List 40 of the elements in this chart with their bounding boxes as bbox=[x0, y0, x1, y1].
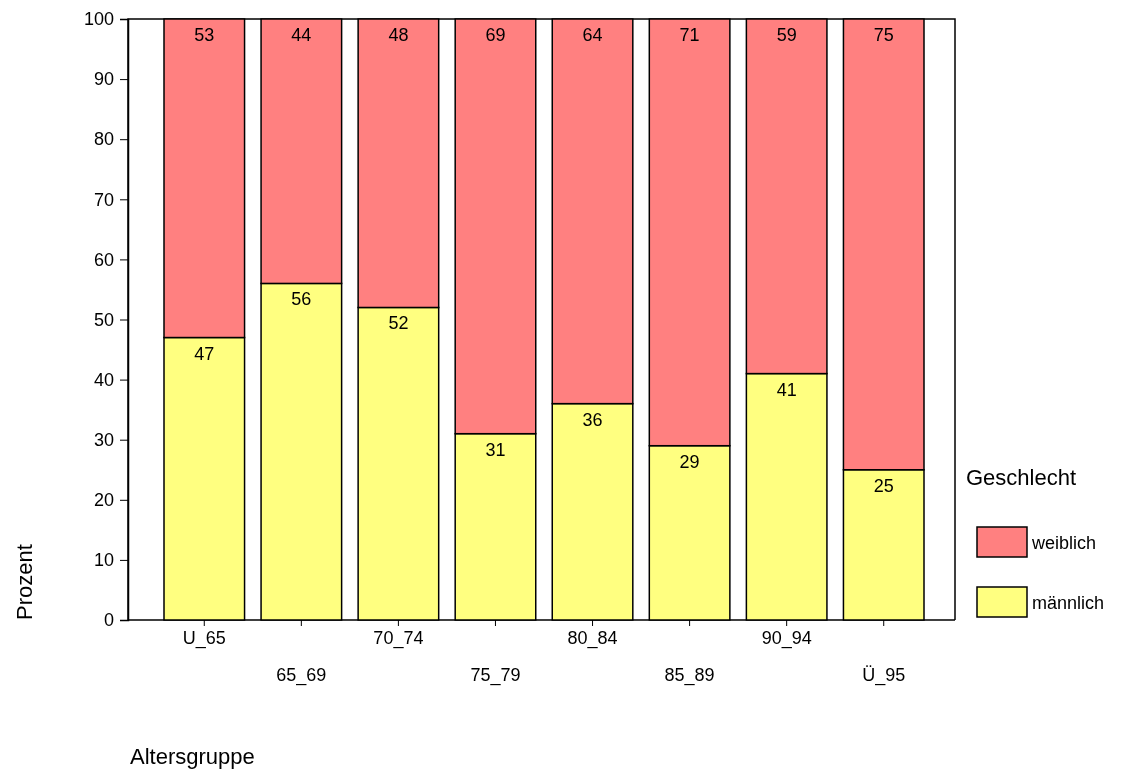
x-tick-label: Ü_95 bbox=[862, 665, 906, 687]
y-tick-label: 30 bbox=[93, 429, 114, 450]
data-label: 69 bbox=[485, 25, 506, 45]
y-tick-label: 50 bbox=[93, 309, 114, 330]
y-tick-label: 10 bbox=[93, 550, 114, 571]
legend-label: weiblich bbox=[1031, 533, 1097, 553]
data-label: 44 bbox=[291, 25, 312, 45]
x-tick-label: 75_79 bbox=[470, 665, 521, 687]
x-tick-label: 70_74 bbox=[373, 628, 424, 650]
y-tick-label: 90 bbox=[93, 69, 114, 90]
data-label: 53 bbox=[194, 25, 215, 45]
data-label: 75 bbox=[873, 25, 894, 45]
x-tick-label: 80_84 bbox=[567, 628, 618, 650]
x-tick-label: U_65 bbox=[182, 628, 226, 650]
data-label: 59 bbox=[776, 25, 797, 45]
data-label: 64 bbox=[582, 25, 603, 45]
x-tick-label: 65_69 bbox=[276, 665, 327, 687]
y-tick-label: 60 bbox=[93, 249, 114, 270]
x-axis-title: Altersgruppe bbox=[130, 744, 255, 769]
y-tick-label: 100 bbox=[83, 9, 114, 30]
data-label: 29 bbox=[679, 451, 700, 472]
legend-label: männlich bbox=[1032, 593, 1105, 613]
data-label: 41 bbox=[776, 379, 797, 400]
y-tick-label: 80 bbox=[93, 129, 114, 150]
data-label: 52 bbox=[388, 313, 409, 334]
x-tick-label: 85_89 bbox=[664, 665, 715, 687]
data-label: 25 bbox=[873, 475, 894, 496]
y-tick-label: 0 bbox=[103, 610, 114, 631]
y-tick-label: 20 bbox=[93, 490, 114, 511]
data-label: 36 bbox=[582, 409, 603, 430]
legend-title: Geschlecht bbox=[966, 465, 1077, 490]
data-label: 31 bbox=[485, 439, 506, 460]
y-tick-label: 70 bbox=[93, 189, 114, 210]
data-label: 48 bbox=[388, 25, 409, 45]
data-label: 56 bbox=[291, 289, 312, 310]
data-label: 47 bbox=[194, 343, 215, 364]
x-tick-label: 90_94 bbox=[761, 628, 812, 650]
data-label: 71 bbox=[679, 25, 700, 45]
y-tick-label: 40 bbox=[93, 369, 114, 390]
y-axis-title: Prozent bbox=[12, 544, 37, 620]
